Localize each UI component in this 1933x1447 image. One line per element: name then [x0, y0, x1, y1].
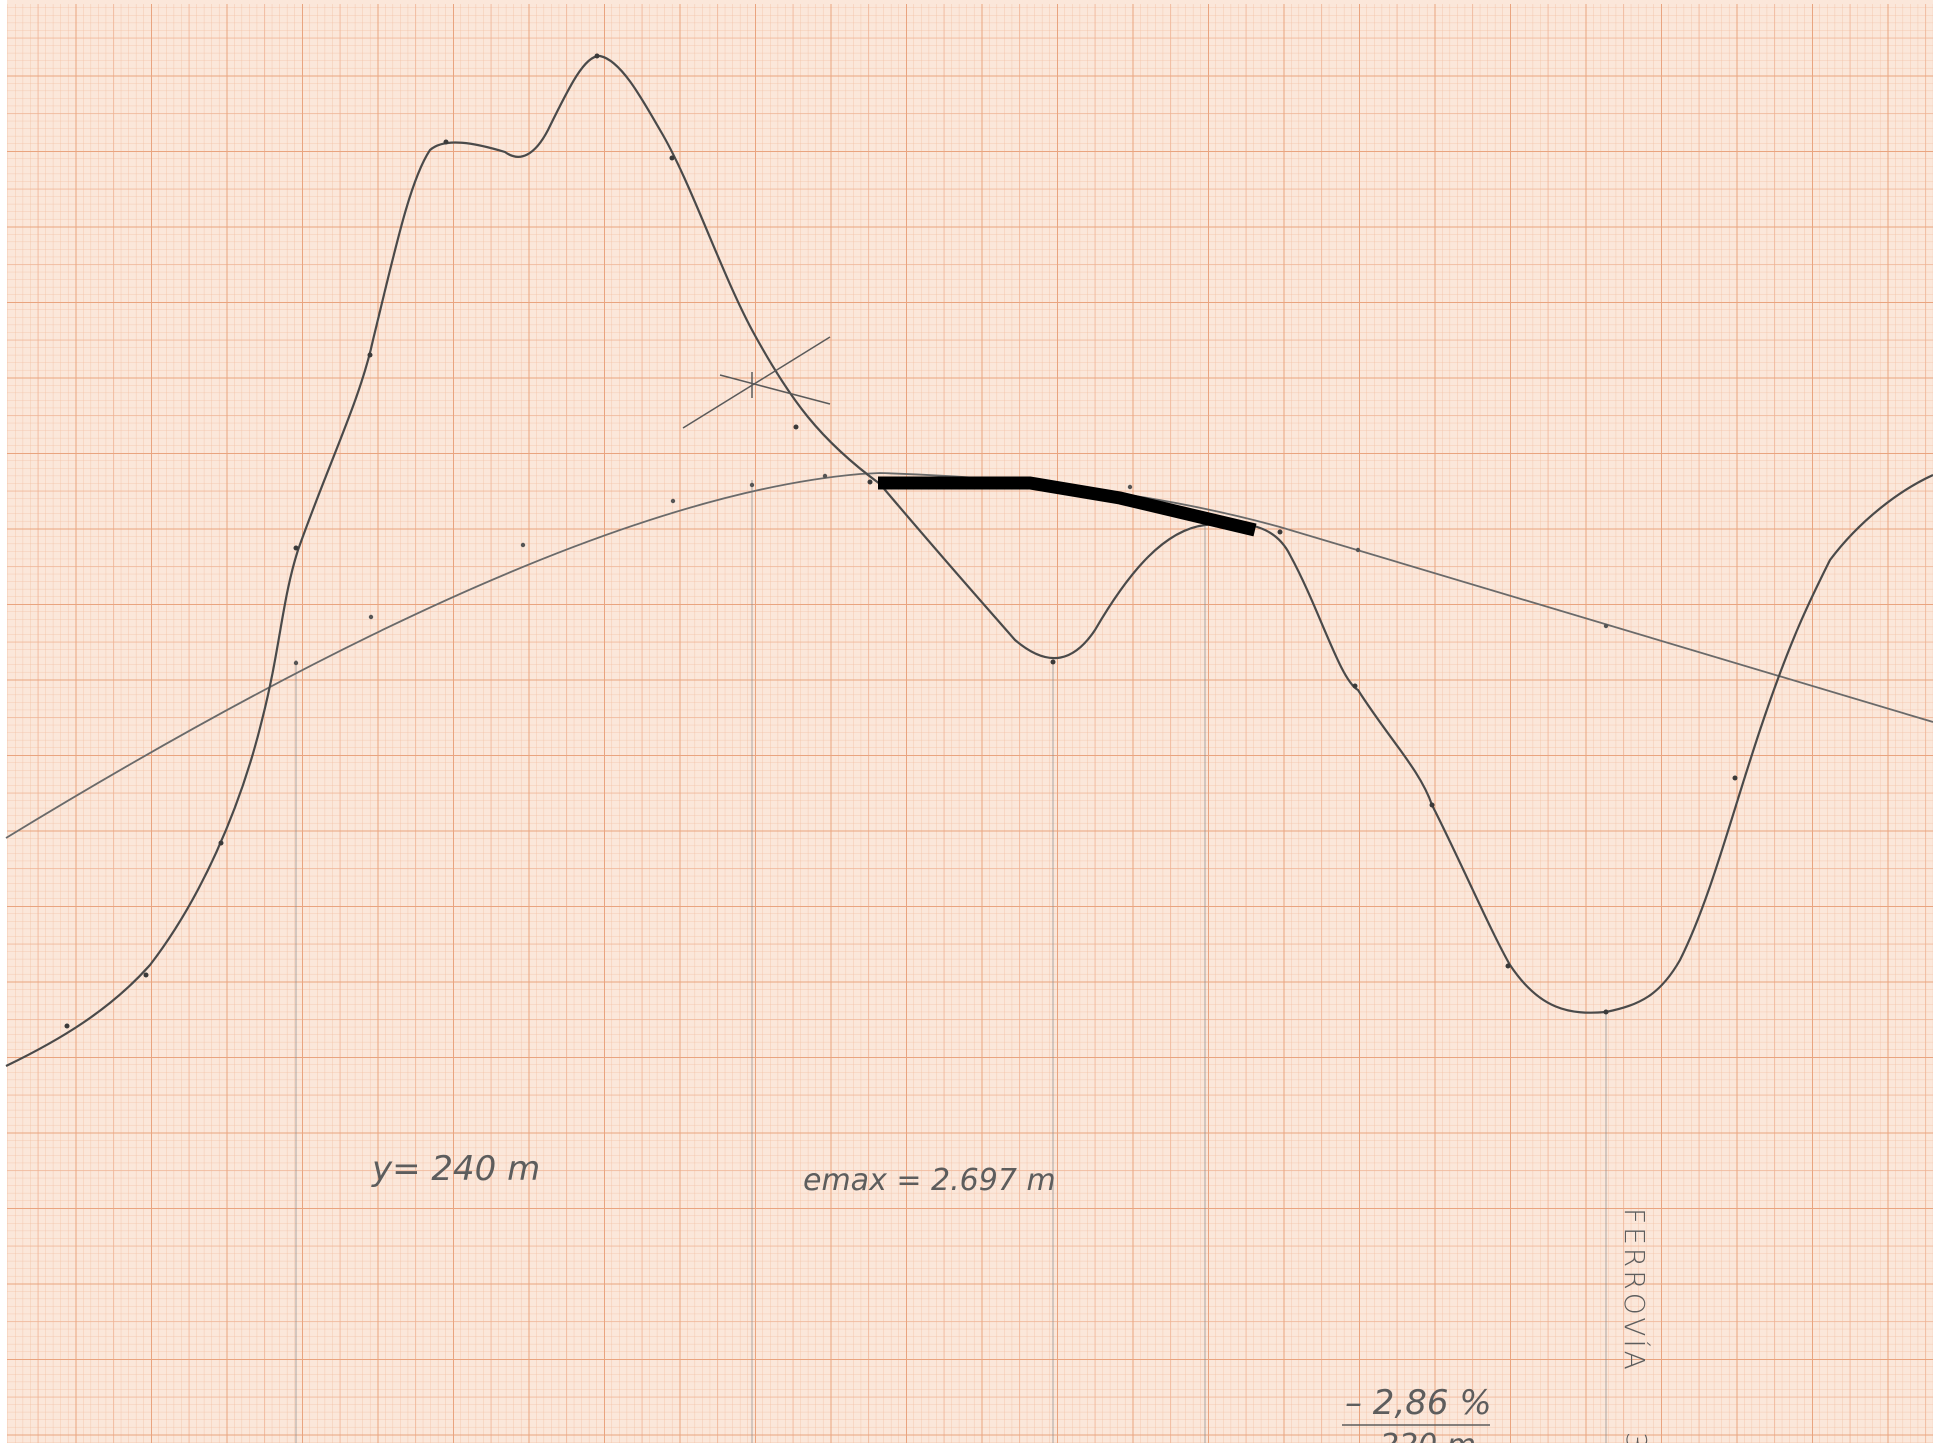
bottom-margin: [0, 1443, 1933, 1447]
profile-tick-marks: [64, 53, 1738, 1029]
road-label: FERROVÍA: [1618, 1208, 1652, 1373]
left-margin: [0, 0, 7, 1447]
construction-cross-mark: [682, 336, 831, 429]
grade-length-annotation: 220 m: [1380, 1428, 1476, 1447]
grid-major: [6, 4, 1933, 1447]
grade-annotation: – 2,86 %: [1345, 1383, 1492, 1423]
emax-annotation: emax = 2.697 m: [803, 1163, 1056, 1198]
station-lines: [295, 480, 1607, 1447]
radius-annotation: y= 240 m: [371, 1149, 540, 1189]
terrain-profile: [5, 54, 1933, 1067]
grade-tick-marks: [293, 473, 1609, 666]
highlighted-segment: [878, 476, 1257, 537]
